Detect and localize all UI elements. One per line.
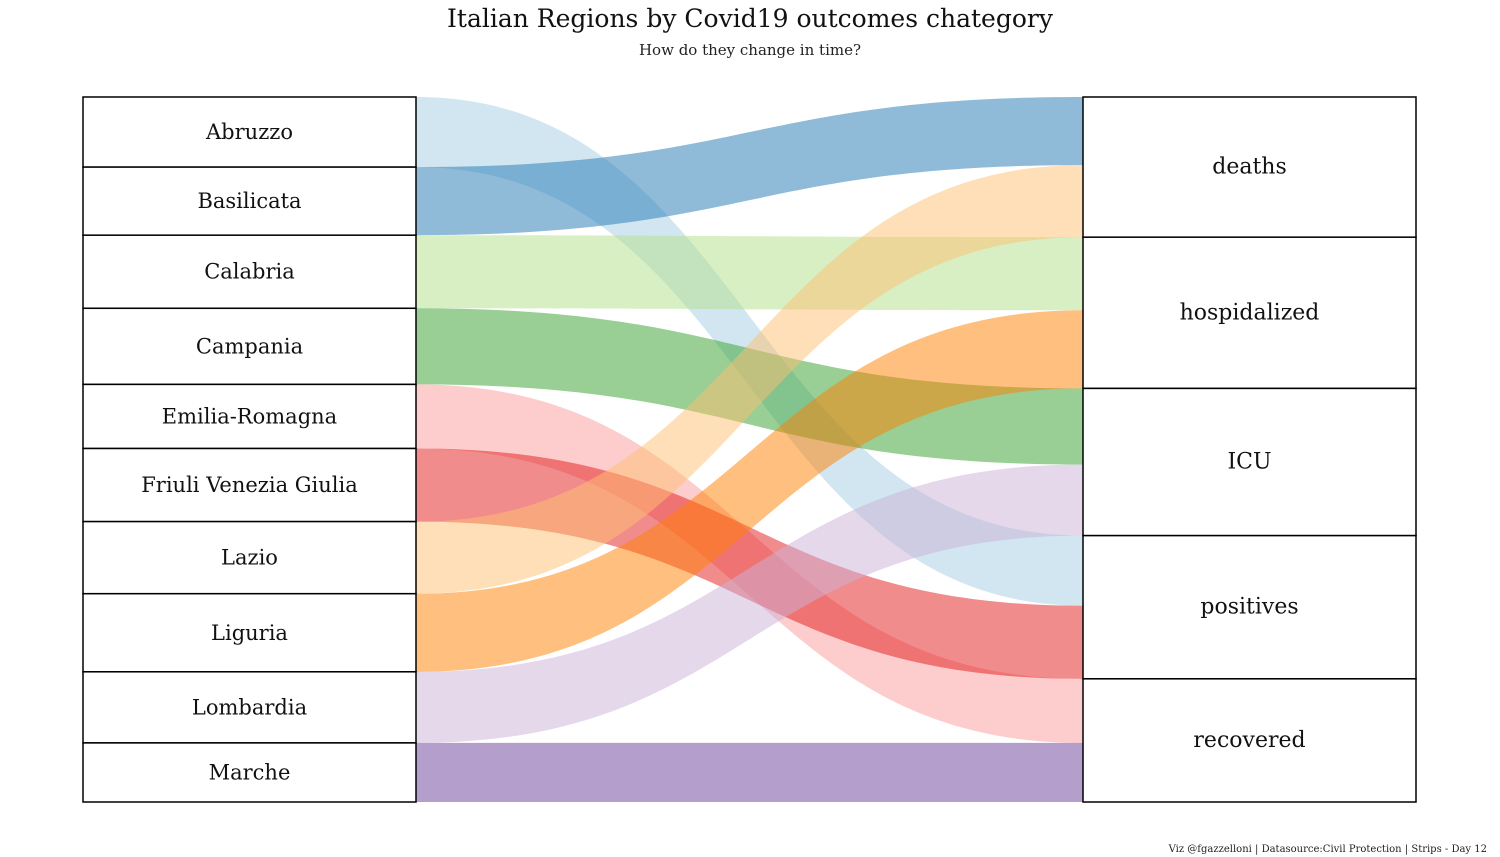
left-node-box <box>82 447 417 523</box>
left-node-box <box>82 592 417 673</box>
flow-lombardia-to-icu <box>416 464 1083 743</box>
left-node-label: Calabria <box>204 260 295 284</box>
left-node-label: Campania <box>196 334 303 358</box>
left-node-label: Emilia-Romagna <box>162 404 337 428</box>
right-node-label: hospidalized <box>1180 300 1320 325</box>
right-nodes-group: deaths hospidalized ICU positives recovered <box>1082 96 1417 803</box>
left-node-label: Lombardia <box>192 695 307 719</box>
left-node-label: Marche <box>209 760 291 784</box>
right-node-label: ICU <box>1227 450 1271 475</box>
flows-group <box>416 97 1083 802</box>
right-node-label: recovered <box>1193 728 1305 753</box>
flow-lazio-to-deaths <box>416 165 1083 594</box>
left-node-box <box>82 671 417 744</box>
flow-marche-to-recovered <box>416 742 1083 802</box>
left-node-label: Lazio <box>221 546 278 570</box>
left-node-box <box>82 520 417 595</box>
flow-basilicata-to-deaths <box>416 97 1083 236</box>
left-node-box <box>82 96 417 168</box>
right-node-box <box>1082 387 1417 537</box>
right-node-label: positives <box>1200 595 1298 620</box>
right-node-box <box>1082 678 1417 803</box>
flow-liguria-to-hospidalized <box>416 310 1083 672</box>
right-node-box <box>1082 534 1417 680</box>
left-node-label: Abruzzo <box>205 120 293 144</box>
left-node-label: Basilicata <box>197 189 301 213</box>
right-node-label: deaths <box>1212 155 1287 180</box>
left-node-label: Liguria <box>211 621 288 645</box>
left-nodes-group: Abruzzo Basilicata Calabria Campania Emilia-… <box>82 96 417 803</box>
chart-subtitle: How do they change in time? <box>639 41 861 59</box>
chart-title: Italian Regions by Covid19 outcomes chat… <box>447 4 1054 33</box>
left-node-box <box>82 742 417 803</box>
chart-caption: Viz @fgazzelloni | Datasource:Civil Prot… <box>1168 844 1487 855</box>
right-node-box <box>1082 236 1417 390</box>
left-node-label: Friuli Venezia Giulia <box>141 473 358 497</box>
right-node-box <box>1082 96 1417 238</box>
